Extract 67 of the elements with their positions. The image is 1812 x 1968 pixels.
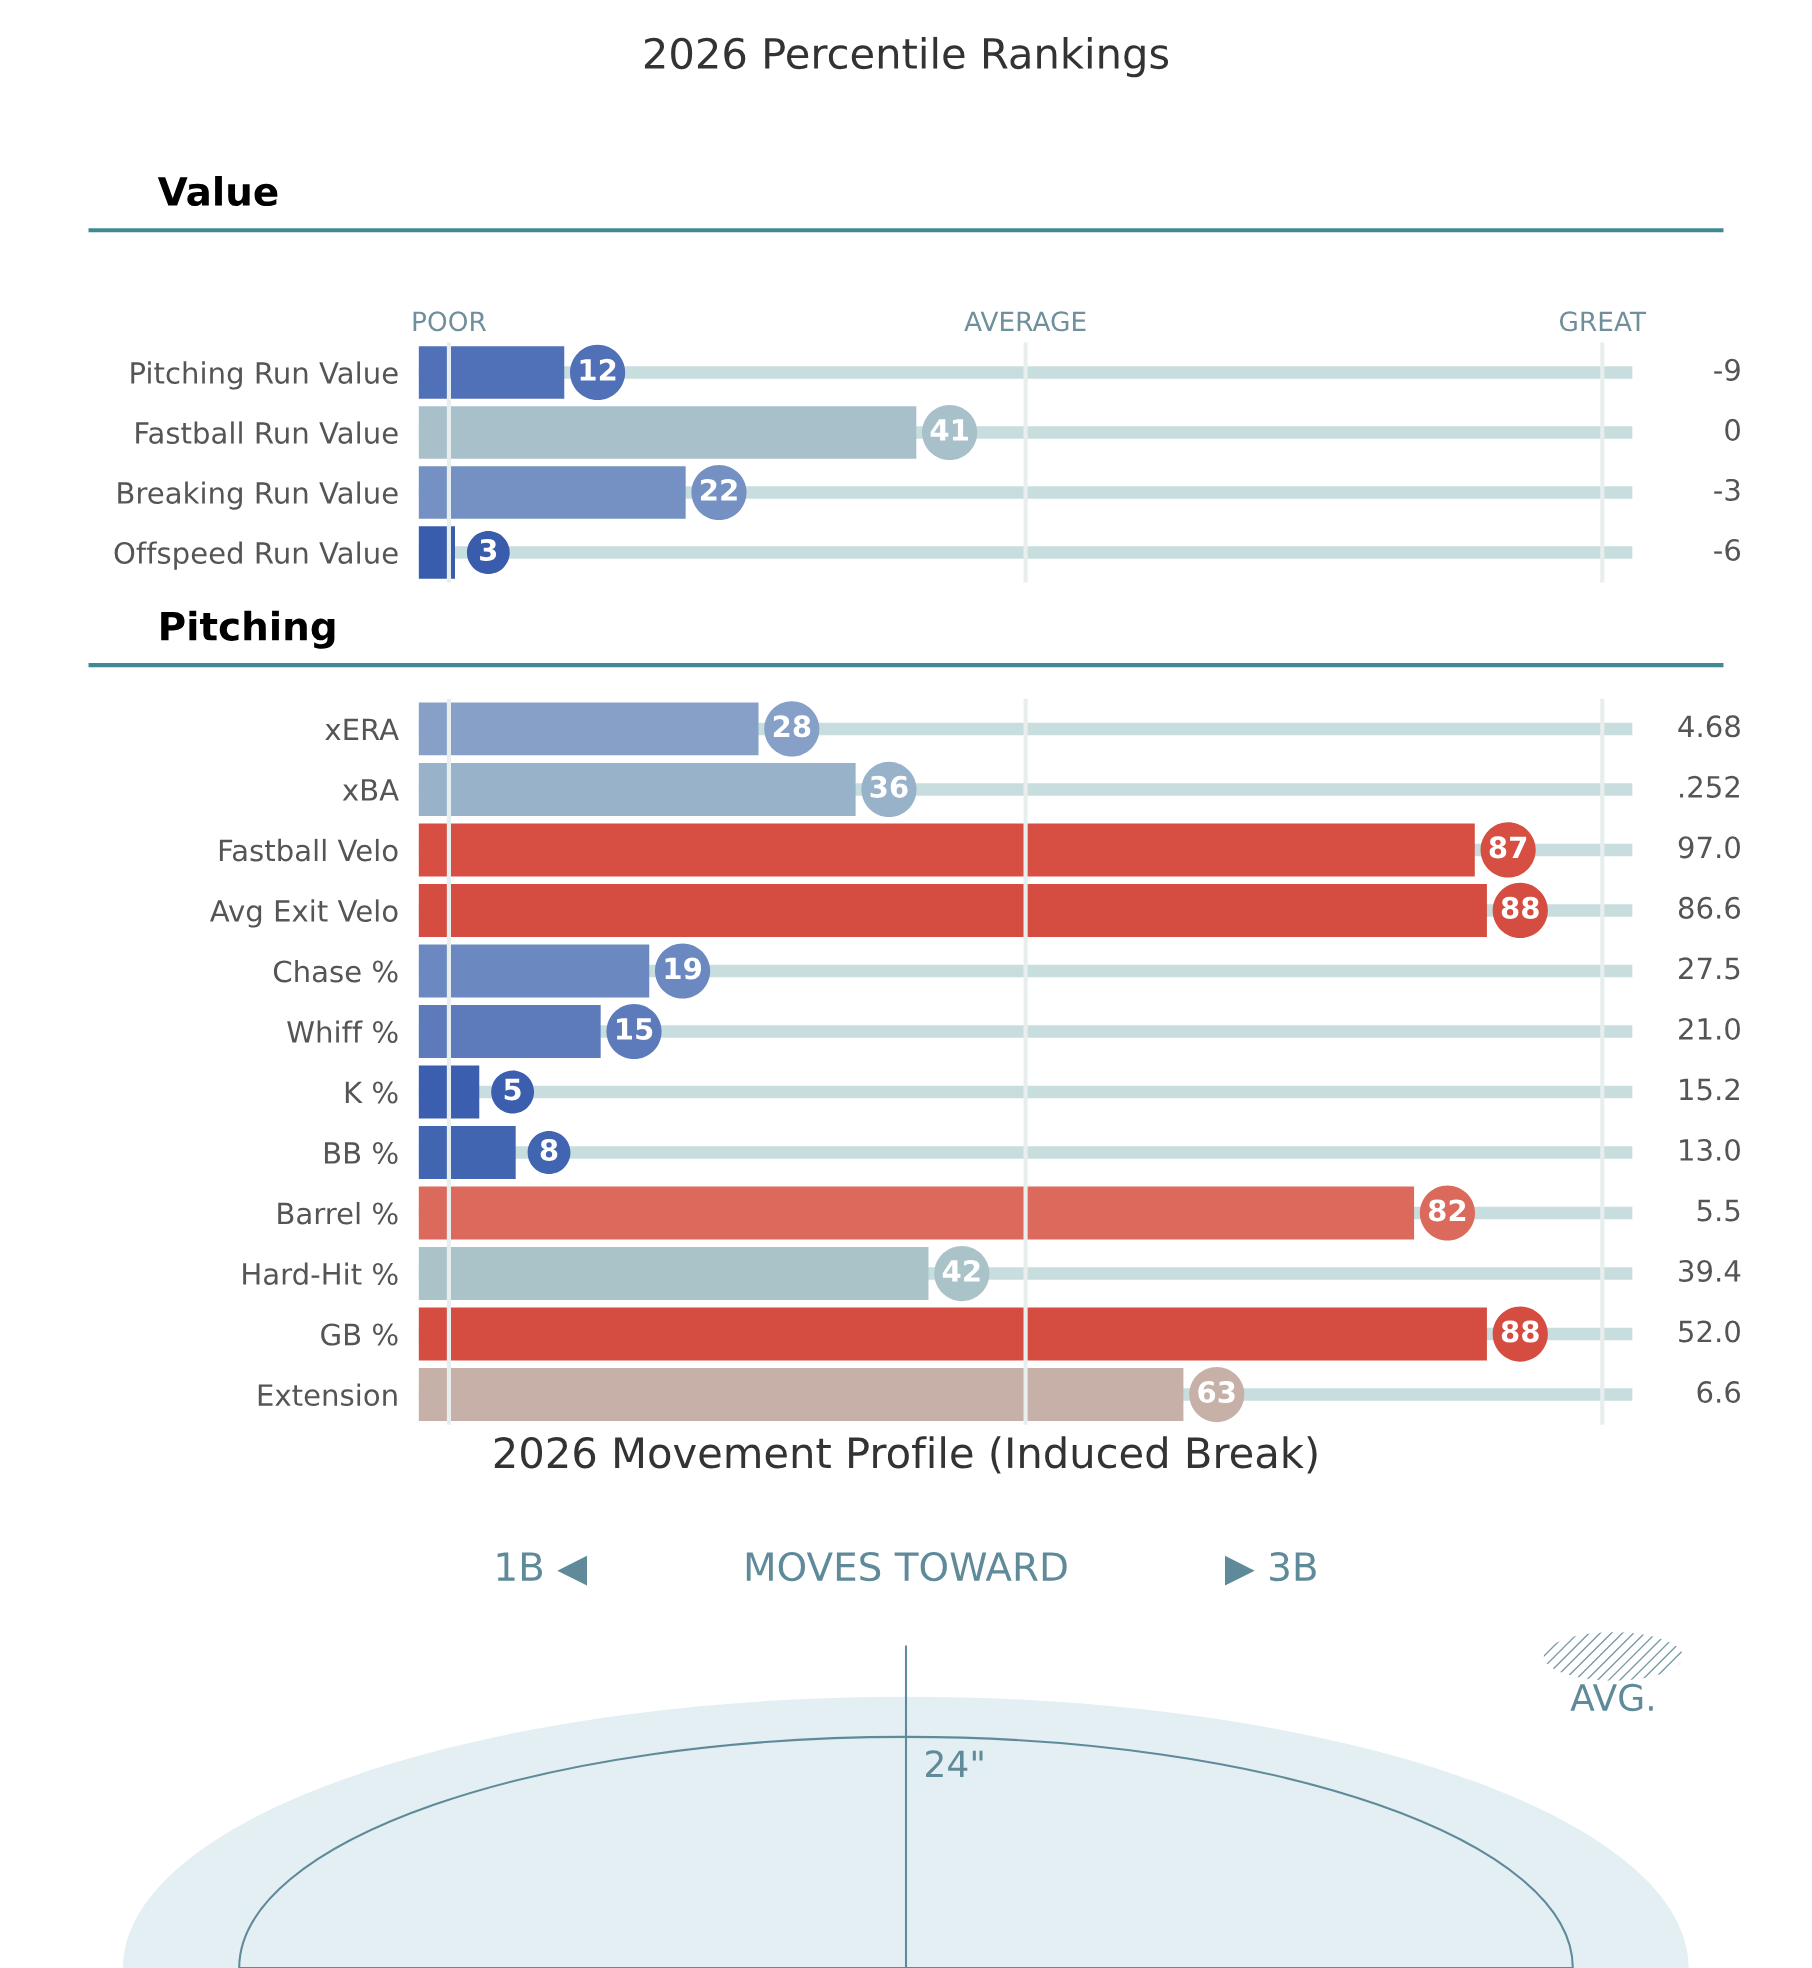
bar	[418, 1126, 516, 1179]
text: 13.0	[1680, 1138, 1740, 1161]
y-tick-label: Barrel %	[278, 1201, 398, 1225]
data-label: 22	[701, 478, 737, 501]
data-label: 8	[540, 1138, 558, 1161]
y-tick-label: Fastball Velo	[219, 838, 398, 862]
data-label: 88	[1501, 896, 1539, 919]
data-label: 5	[504, 1078, 521, 1101]
text: ▶ 3B	[1225, 1551, 1316, 1586]
bar	[418, 1065, 480, 1119]
text: 0	[1725, 418, 1740, 441]
text: 4.68	[1678, 715, 1740, 738]
data-label: 28	[773, 715, 811, 738]
text: 24"	[926, 1750, 983, 1777]
y-tick-label: Breaking Run Value	[118, 481, 398, 510]
text: 39.4	[1679, 1259, 1741, 1282]
data-label: 12	[580, 358, 616, 381]
text: AVG.	[1570, 1683, 1653, 1712]
bar	[418, 702, 759, 756]
text: MOVES TOWARD	[746, 1551, 1067, 1582]
text: 1B ◀	[497, 1552, 587, 1586]
bar	[418, 1005, 601, 1058]
y-tick-label: GB %	[321, 1323, 398, 1346]
chart-title: 2026 Percentile Rankings	[644, 36, 1169, 78]
ref-line-label: GREAT	[1559, 311, 1647, 332]
text: 21.0	[1679, 1017, 1740, 1040]
data-label: 19	[665, 957, 701, 980]
ref-line-label: POOR	[413, 311, 487, 332]
y-tick-label: xBA	[342, 779, 399, 801]
text: 52.0	[1679, 1320, 1740, 1343]
data-label: 42	[942, 1259, 980, 1282]
y-tick-label: Hard-Hit %	[243, 1262, 398, 1286]
y-tick-label: xERA	[325, 718, 399, 740]
text: 27.5	[1679, 957, 1740, 980]
data-label: 88	[1501, 1320, 1539, 1343]
text: 6.6	[1697, 1380, 1741, 1404]
y-tick-label: Extension	[258, 1383, 397, 1407]
text: 86.6	[1678, 896, 1741, 919]
text: 15.2	[1680, 1078, 1739, 1101]
data-label: 63	[1198, 1380, 1235, 1404]
y-tick-label: Offspeed Run Value	[114, 541, 398, 570]
text: -9	[1714, 358, 1740, 381]
y-tick-label: Chase %	[273, 959, 398, 983]
bar	[418, 346, 565, 399]
bar	[418, 944, 650, 998]
data-label: 41	[930, 419, 968, 441]
y-tick-label: Pitching Run Value	[131, 361, 398, 390]
text: 97.0	[1678, 836, 1740, 859]
y-tick-label: Fastball Run Value	[136, 421, 398, 444]
text: 2026 Movement Profile (Induced Break)	[494, 1436, 1317, 1474]
data-label: 3	[480, 538, 497, 561]
text: 5.5	[1697, 1199, 1740, 1222]
text: -6	[1714, 538, 1741, 561]
y-tick-label: Avg Exit Velo	[209, 899, 398, 928]
chart-subtitle: Pitching	[161, 610, 335, 649]
y-tick-label: K %	[345, 1081, 398, 1104]
data-label: 36	[870, 775, 908, 798]
y-tick-label: BB %	[324, 1141, 398, 1165]
data-label: 15	[617, 1018, 653, 1040]
text: .252	[1680, 775, 1739, 798]
data-label: 87	[1489, 836, 1527, 859]
bar	[418, 466, 686, 519]
data-label: 82	[1428, 1199, 1466, 1222]
chart-subtitle: Value	[157, 176, 278, 207]
text: -3	[1714, 478, 1740, 501]
ref-line-label: AVERAGE	[964, 311, 1086, 332]
y-tick-label: Whiff %	[287, 1020, 398, 1043]
